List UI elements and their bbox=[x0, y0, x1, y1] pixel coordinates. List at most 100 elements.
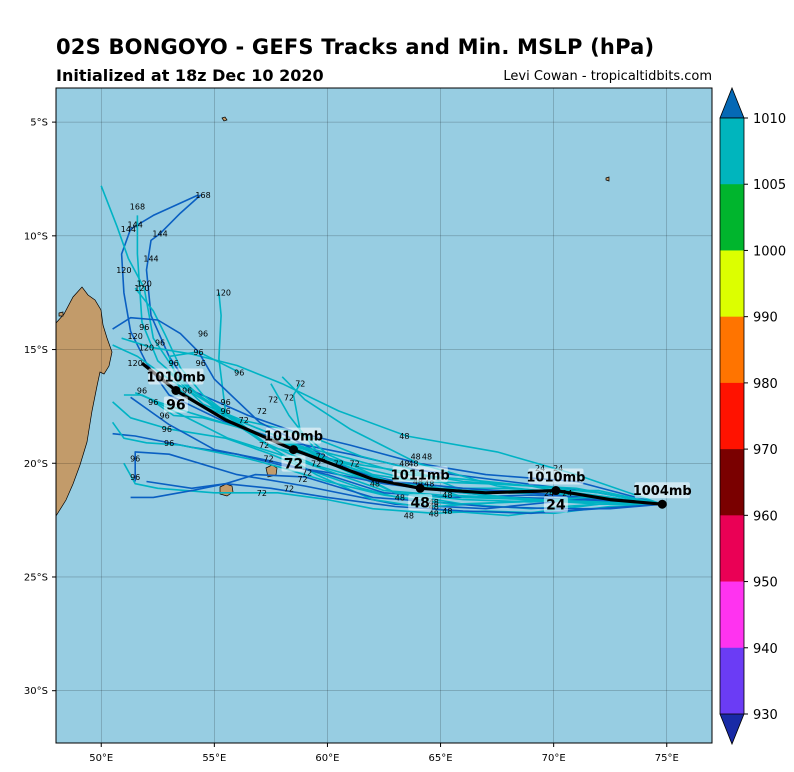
forecast-hour-label: 144 bbox=[143, 255, 158, 264]
ensemble-mean-track bbox=[140, 361, 663, 506]
mean-hour-label: 96 bbox=[166, 397, 185, 413]
lat-tick-label: 30°S bbox=[24, 686, 48, 697]
forecast-hour-label: 72 bbox=[259, 441, 269, 450]
forecast-hour-label: 48 bbox=[408, 459, 418, 468]
chart-title: 02S BONGOYO - GEFS Tracks and Min. MSLP … bbox=[56, 35, 655, 59]
colorbar-frame bbox=[719, 117, 745, 715]
island-west-small bbox=[58, 311, 64, 317]
lon-tick-label: 60°E bbox=[315, 753, 339, 764]
forecast-hour-label: 72 bbox=[264, 455, 274, 464]
forecast-hour-label: 96 bbox=[221, 398, 231, 407]
lat-tick-label: 15°S bbox=[24, 345, 48, 356]
forecast-hour-label: 24 bbox=[535, 464, 545, 473]
colorbar-segment bbox=[720, 515, 744, 582]
pressure-label-bg bbox=[392, 466, 448, 483]
member-track bbox=[120, 194, 663, 505]
forecast-hour-label: 48 bbox=[442, 491, 452, 500]
forecast-hour-label: 24 bbox=[553, 464, 563, 473]
hour-label-bg bbox=[543, 496, 568, 513]
madagascar-land bbox=[56, 286, 113, 517]
colorbar-under-arrow bbox=[719, 713, 745, 746]
forecast-hour-label: 96 bbox=[148, 398, 158, 407]
forecast-hour-label: 48 bbox=[429, 509, 439, 518]
mean-pressure-label: 1004mb bbox=[633, 484, 692, 499]
colorbar-segment bbox=[720, 449, 744, 516]
forecast-hour-label: 120 bbox=[137, 280, 152, 289]
mean-track-point bbox=[415, 483, 425, 493]
ocean-background bbox=[56, 88, 712, 743]
mean-pressure-label: 1010mb bbox=[146, 370, 205, 385]
forecast-hour-label: 96 bbox=[198, 330, 208, 339]
forecast-hour-label: 48 bbox=[442, 507, 452, 516]
forecast-hour-label: 48 bbox=[399, 459, 409, 468]
forecast-hour-label: 96 bbox=[164, 439, 174, 448]
forecast-hour-label: 120 bbox=[128, 332, 143, 341]
forecast-hour-label: 72 bbox=[302, 468, 312, 477]
colorbar-label: 960 bbox=[753, 509, 778, 524]
forecast-hour-labels: 1681681441441441441201201201201201201209… bbox=[116, 191, 572, 521]
colorbar-segment bbox=[720, 316, 744, 384]
forecast-hour-label: 48 bbox=[404, 512, 414, 521]
mean-hour-label: 24 bbox=[546, 498, 566, 514]
forecast-hour-label: 120 bbox=[134, 284, 149, 293]
colorbar-label: 1005 bbox=[753, 178, 786, 193]
mean-hour-label: 72 bbox=[284, 457, 303, 473]
colorbar-segment bbox=[720, 382, 744, 450]
lat-tick-label: 10°S bbox=[24, 231, 48, 242]
colorbar-label: 930 bbox=[753, 708, 778, 723]
forecast-hour-label: 96 bbox=[182, 386, 192, 395]
credit-text: Levi Cowan - tropicaltidbits.com bbox=[503, 69, 712, 84]
mean-track-line bbox=[140, 361, 663, 506]
member-track bbox=[150, 398, 663, 505]
island-north bbox=[221, 116, 228, 122]
lat-tick-label: 5°S bbox=[30, 118, 48, 129]
lon-tick-label: 55°E bbox=[202, 753, 226, 764]
forecast-hour-label: 144 bbox=[128, 220, 143, 229]
forecast-hour-label: 48 bbox=[395, 493, 405, 502]
forecast-hour-label: 120 bbox=[139, 343, 154, 352]
forecast-hour-label: 168 bbox=[195, 191, 210, 200]
forecast-hour-label: 120 bbox=[216, 289, 231, 298]
forecast-hour-label: 120 bbox=[116, 266, 131, 275]
mean-pressure-label: 1011mb bbox=[391, 468, 450, 483]
mean-pressure-label: 1010mb bbox=[526, 471, 585, 486]
colorbar-label: 1000 bbox=[753, 244, 786, 259]
forecast-hour-label: 72 bbox=[311, 459, 321, 468]
colorbar-segment bbox=[720, 250, 744, 317]
colorbar-label: 1010 bbox=[753, 112, 786, 127]
forecast-hour-label: 96 bbox=[221, 407, 231, 416]
forecast-hour-label: 48 bbox=[399, 432, 409, 441]
gridlines bbox=[56, 88, 712, 743]
lon-tick-label: 70°E bbox=[542, 753, 566, 764]
forecast-hour-label: 96 bbox=[196, 359, 206, 368]
forecast-hour-label: 72 bbox=[316, 452, 326, 461]
forecast-hour-label: 24 bbox=[544, 489, 554, 498]
forecast-hour-label: 48 bbox=[370, 480, 380, 489]
forecast-hour-label: 72 bbox=[284, 484, 294, 493]
colorbar-over-arrow bbox=[719, 86, 745, 119]
forecast-hour-label: 96 bbox=[159, 412, 169, 421]
forecast-hour-label: 72 bbox=[268, 396, 278, 405]
forecast-hour-label: 72 bbox=[334, 459, 344, 468]
lon-tick-label: 65°E bbox=[429, 753, 453, 764]
colorbar-segment bbox=[720, 581, 744, 649]
member-track bbox=[121, 337, 663, 505]
mean-track-point bbox=[171, 385, 181, 395]
forecast-hour-label: 96 bbox=[130, 455, 140, 464]
forecast-hour-label: 96 bbox=[193, 348, 203, 357]
colorbar-label: 950 bbox=[753, 576, 778, 591]
forecast-hour-label: 72 bbox=[349, 459, 359, 468]
forecast-hour-label: 72 bbox=[239, 416, 249, 425]
pressure-label-bg bbox=[634, 482, 690, 499]
forecast-hour-label: 144 bbox=[152, 230, 167, 239]
hour-label-bg bbox=[408, 494, 433, 511]
forecast-hour-label: 48 bbox=[422, 452, 432, 461]
pressure-label-bg bbox=[265, 427, 322, 444]
colorbar-segment bbox=[720, 647, 744, 715]
forecast-hour-label: 72 bbox=[297, 475, 307, 484]
colorbar-label: 970 bbox=[753, 443, 778, 458]
forecast-hour-label: 72 bbox=[257, 489, 267, 498]
forecast-hour-label: 96 bbox=[139, 323, 149, 332]
